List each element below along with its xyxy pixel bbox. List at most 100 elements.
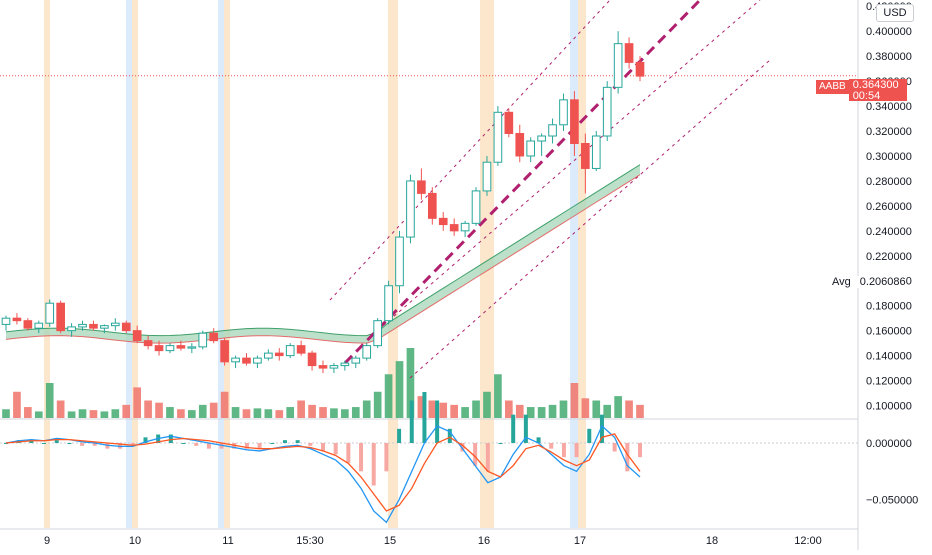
macd-histogram-bar bbox=[397, 428, 402, 443]
candle-body bbox=[121, 322, 131, 332]
volume-bar bbox=[45, 383, 54, 418]
macd-histogram-bar bbox=[206, 443, 211, 449]
volume-bar bbox=[406, 348, 415, 418]
candle-body bbox=[242, 357, 251, 364]
candle-body bbox=[285, 345, 295, 357]
ema-fast-line bbox=[5, 164, 641, 337]
volume-bar bbox=[472, 400, 480, 418]
currency-toggle-button[interactable]: USD bbox=[876, 4, 914, 22]
macd-histogram-bar bbox=[4, 443, 8, 444]
price-tick-label: 0.340000 bbox=[866, 101, 912, 113]
volume-bar bbox=[220, 391, 229, 418]
price-tick-label: 0.120000 bbox=[866, 376, 912, 388]
candle-body bbox=[23, 320, 33, 329]
session-band bbox=[126, 0, 132, 528]
volume-bar bbox=[78, 409, 87, 418]
volume-bar bbox=[100, 411, 109, 418]
candle-body bbox=[515, 133, 525, 157]
volume-bar bbox=[570, 383, 579, 418]
macd-histogram-bar bbox=[92, 443, 97, 446]
candle-body bbox=[209, 332, 219, 342]
macd-histogram-bar bbox=[168, 434, 173, 443]
candle-body bbox=[176, 345, 186, 349]
macd-histogram-bar bbox=[359, 443, 364, 472]
candle-body bbox=[417, 180, 426, 194]
macd-histogram-bar bbox=[333, 443, 338, 455]
candle-body bbox=[526, 140, 536, 157]
candle-body bbox=[340, 362, 350, 367]
candle-body bbox=[613, 43, 623, 88]
macd-histogram-bar bbox=[308, 443, 313, 446]
macd-histogram-bar bbox=[321, 443, 325, 452]
price-tick-label: 0.300000 bbox=[866, 151, 912, 163]
candle-body bbox=[570, 99, 579, 144]
candle-body bbox=[602, 86, 612, 137]
candle-body bbox=[89, 323, 98, 329]
ema-cloud bbox=[6, 164, 640, 344]
candle-body bbox=[274, 352, 284, 357]
volume-bar bbox=[636, 404, 644, 418]
candle-body bbox=[471, 190, 481, 224]
candle-body bbox=[78, 323, 87, 328]
candle-body bbox=[406, 180, 415, 238]
candle-body bbox=[187, 346, 197, 349]
session-band bbox=[44, 0, 50, 528]
time-axis-label: 10 bbox=[129, 535, 141, 547]
candle-body bbox=[395, 236, 404, 287]
candle-body bbox=[143, 340, 153, 347]
session-band bbox=[578, 0, 586, 528]
volume-bar bbox=[461, 407, 469, 418]
volume-bar bbox=[384, 374, 393, 418]
volume-bar bbox=[450, 404, 458, 418]
bar-countdown: 00:54 bbox=[852, 90, 881, 102]
macd-line bbox=[5, 424, 641, 524]
volume-bar bbox=[625, 400, 633, 418]
macd-histogram-bar bbox=[54, 440, 59, 443]
candle-body bbox=[67, 326, 76, 332]
volume-bar bbox=[133, 387, 141, 418]
volume-bar bbox=[198, 404, 207, 418]
candle-body bbox=[1, 317, 11, 325]
last-price-value: 0.364300 bbox=[852, 79, 899, 91]
candle-body bbox=[34, 322, 44, 329]
macd-histogram-bar bbox=[29, 440, 34, 443]
price-tick-label: 0.380000 bbox=[866, 51, 912, 63]
macd-histogram-bar bbox=[143, 437, 148, 443]
volume-bar bbox=[2, 409, 10, 418]
volume-bar bbox=[373, 391, 382, 418]
candle-body bbox=[362, 345, 372, 359]
candle-body bbox=[482, 161, 492, 192]
candle-body bbox=[493, 111, 503, 163]
session-band bbox=[570, 0, 578, 528]
volume-bar bbox=[177, 409, 185, 418]
volume-bar bbox=[341, 409, 349, 418]
macd-histogram-bar bbox=[612, 443, 617, 452]
macd-histogram-bar bbox=[67, 443, 72, 444]
volume-bar bbox=[144, 400, 152, 418]
candle-body bbox=[537, 135, 546, 142]
volume-bar bbox=[67, 411, 76, 418]
macd-histogram-bar bbox=[498, 443, 503, 444]
candle-body bbox=[351, 357, 361, 364]
macd-histogram-bar bbox=[485, 443, 490, 472]
candle-body bbox=[231, 357, 240, 363]
macd-histogram-bar bbox=[435, 400, 440, 443]
volume-bar bbox=[537, 407, 546, 418]
price-tick-label: 0.140000 bbox=[866, 351, 912, 363]
time-axis-label: 11 bbox=[222, 535, 233, 547]
candle-body bbox=[591, 135, 601, 169]
volume-bar bbox=[122, 404, 131, 418]
volume-bar bbox=[56, 400, 65, 418]
volume-bar bbox=[231, 407, 240, 418]
volume-bar bbox=[526, 407, 535, 418]
volume-bar bbox=[483, 391, 491, 418]
volume-bar bbox=[253, 408, 262, 418]
volume-bar bbox=[264, 409, 273, 418]
macd-histogram-bar bbox=[384, 443, 389, 472]
volume-bar bbox=[111, 409, 120, 418]
signal-line bbox=[5, 433, 641, 512]
candle-body bbox=[373, 320, 382, 347]
volume-bar bbox=[439, 402, 448, 418]
